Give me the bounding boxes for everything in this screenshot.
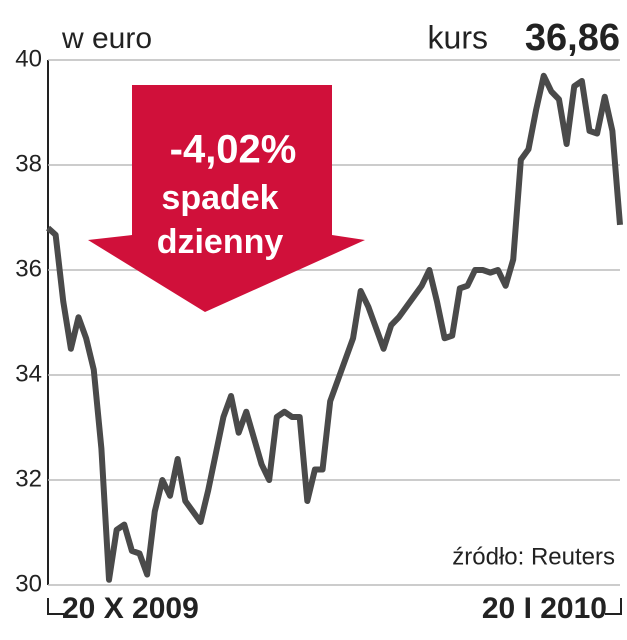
price-line [45, 72, 623, 583]
source: źródło: Reuters [452, 543, 615, 570]
plot: 30 32 34 36 38 40 20 X 2009 20 I 2010 [15, 45, 623, 625]
y-tick-label: 34 [15, 360, 42, 387]
y-tick-label: 40 [15, 45, 42, 72]
callout-text: spadek [161, 179, 278, 217]
x-tick-label: 20 I 2010 [482, 592, 607, 625]
callout-arrow [88, 85, 365, 312]
y-tick-label: 30 [15, 570, 42, 597]
y-tick-label: 32 [15, 465, 42, 492]
x-tick-label: 20 X 2009 [62, 592, 199, 625]
headline-value: 36,86 [525, 17, 620, 59]
axis-corner [47, 598, 64, 615]
y-tick-label: 38 [15, 150, 42, 177]
callout-text: dzienny [157, 223, 284, 261]
y-tick-label: 36 [15, 255, 42, 282]
y-label: w euro [61, 22, 152, 55]
headline-label: kurs [428, 19, 488, 55]
axis-corner [605, 598, 622, 615]
callout-text: -4,02% [170, 128, 297, 172]
